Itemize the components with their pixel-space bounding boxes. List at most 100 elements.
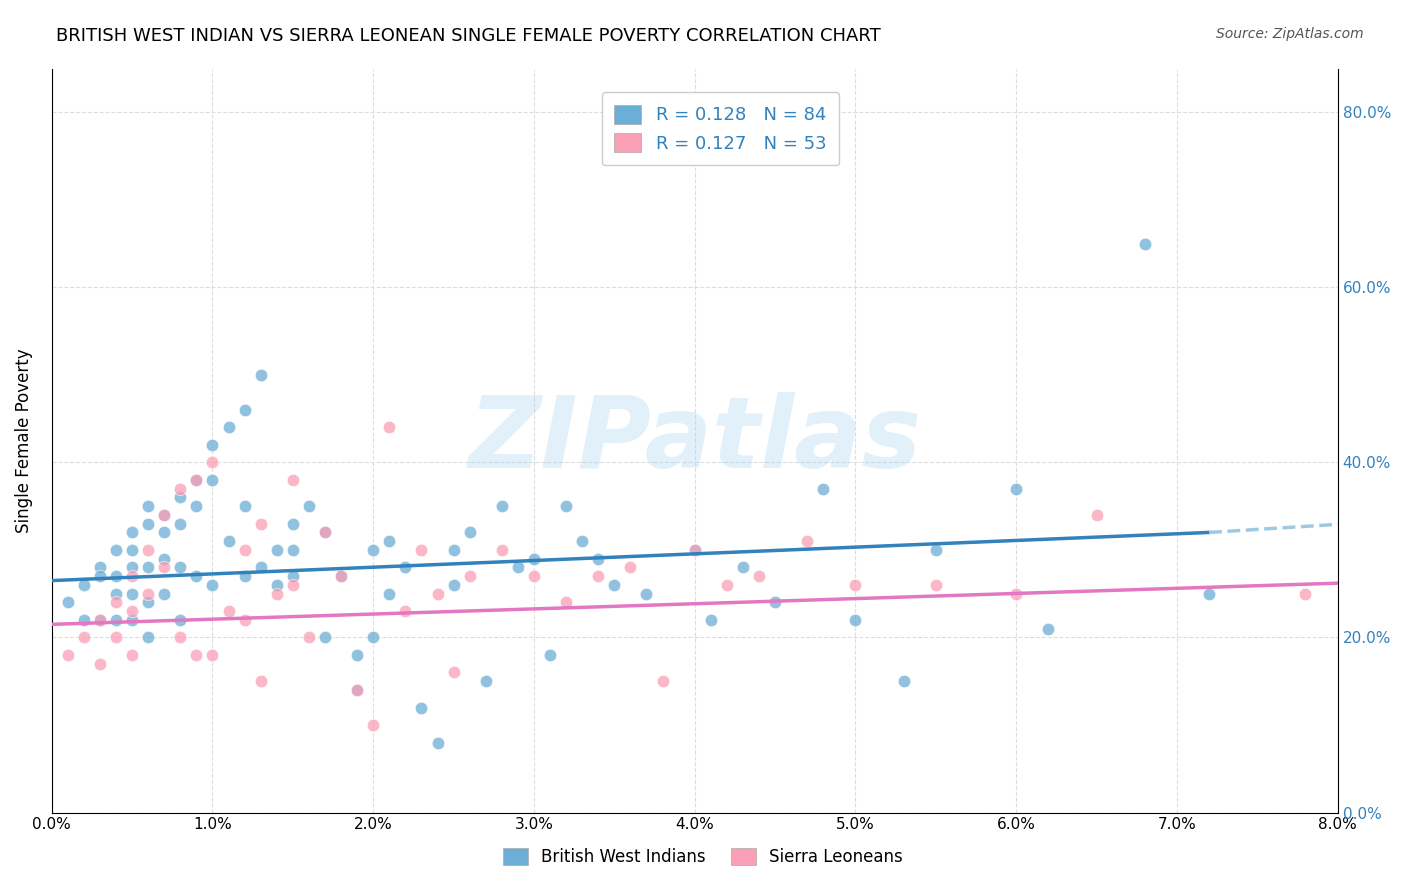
Point [763, 595, 786, 609]
Point [925, 578, 948, 592]
Point [169, 560, 191, 574]
Point [443, 578, 465, 592]
Point [121, 525, 143, 540]
Point [378, 534, 401, 549]
Point [571, 534, 593, 549]
Point [266, 578, 288, 592]
Point [56, 595, 79, 609]
Point [186, 499, 208, 513]
Point [136, 543, 159, 558]
Point [796, 534, 818, 549]
Point [105, 543, 128, 558]
Legend: R = 0.128   N = 84, R = 0.127   N = 53: R = 0.128 N = 84, R = 0.127 N = 53 [602, 93, 839, 165]
Point [136, 560, 159, 574]
Point [346, 648, 368, 662]
Point [233, 569, 256, 583]
Point [233, 543, 256, 558]
Point [716, 578, 738, 592]
Point [603, 578, 626, 592]
Point [153, 508, 176, 522]
Point [411, 543, 433, 558]
Point [121, 604, 143, 618]
Point [281, 578, 304, 592]
Point [411, 700, 433, 714]
Point [136, 595, 159, 609]
Point [651, 674, 673, 689]
Point [201, 455, 224, 469]
Text: BRITISH WEST INDIAN VS SIERRA LEONEAN SINGLE FEMALE POVERTY CORRELATION CHART: BRITISH WEST INDIAN VS SIERRA LEONEAN SI… [56, 27, 882, 45]
Point [555, 595, 578, 609]
Point [506, 560, 529, 574]
Point [1005, 587, 1028, 601]
Point [201, 473, 224, 487]
Point [586, 569, 609, 583]
Point [346, 683, 368, 698]
Point [474, 674, 496, 689]
Point [218, 604, 240, 618]
Point [394, 604, 416, 618]
Point [458, 569, 481, 583]
Point [121, 613, 143, 627]
Point [1198, 587, 1220, 601]
Point [844, 578, 866, 592]
Point [314, 631, 336, 645]
Point [105, 613, 128, 627]
Point [443, 543, 465, 558]
Point [330, 569, 353, 583]
Point [153, 560, 176, 574]
Point [813, 482, 835, 496]
Point [1038, 622, 1060, 636]
Point [121, 569, 143, 583]
Point [169, 631, 191, 645]
Point [136, 587, 159, 601]
Point [266, 587, 288, 601]
Point [844, 613, 866, 627]
Point [249, 368, 271, 382]
Point [153, 508, 176, 522]
Point [555, 499, 578, 513]
Point [186, 648, 208, 662]
Point [683, 543, 706, 558]
Point [1295, 587, 1317, 601]
Point [361, 631, 384, 645]
Point [361, 543, 384, 558]
Point [1133, 236, 1156, 251]
Point [378, 420, 401, 434]
Point [426, 735, 449, 749]
Point [169, 613, 191, 627]
Point [233, 403, 256, 417]
Point [538, 648, 561, 662]
Point [105, 595, 128, 609]
Point [136, 631, 159, 645]
Point [218, 534, 240, 549]
Point [89, 560, 111, 574]
Point [249, 674, 271, 689]
Point [186, 569, 208, 583]
Point [314, 525, 336, 540]
Point [426, 587, 449, 601]
Point [281, 473, 304, 487]
Point [394, 560, 416, 574]
Point [56, 648, 79, 662]
Point [458, 525, 481, 540]
Point [523, 569, 546, 583]
Point [249, 516, 271, 531]
Point [586, 551, 609, 566]
Y-axis label: Single Female Poverty: Single Female Poverty [15, 348, 32, 533]
Point [105, 631, 128, 645]
Point [121, 560, 143, 574]
Point [73, 613, 96, 627]
Point [169, 516, 191, 531]
Point [233, 499, 256, 513]
Point [201, 578, 224, 592]
Point [121, 648, 143, 662]
Point [346, 683, 368, 698]
Point [121, 587, 143, 601]
Point [281, 516, 304, 531]
Point [169, 482, 191, 496]
Point [330, 569, 353, 583]
Point [89, 569, 111, 583]
Point [314, 525, 336, 540]
Point [73, 578, 96, 592]
Point [136, 499, 159, 513]
